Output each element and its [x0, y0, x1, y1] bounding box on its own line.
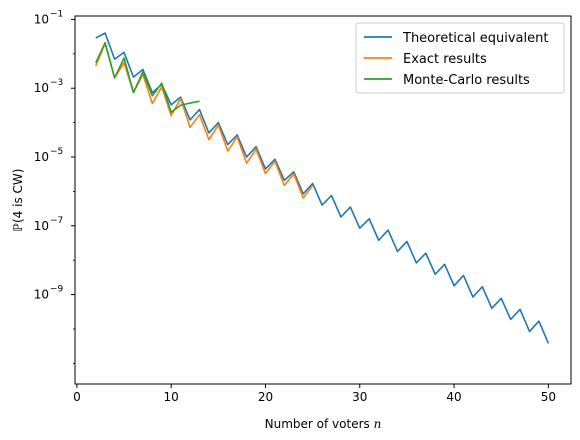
y-axis: 10−110−310−510−710−9	[34, 9, 75, 364]
legend: Theoretical equivalent Exact results Monte…	[355, 22, 565, 94]
y-tick-label: 10	[34, 12, 49, 26]
series-line-1	[95, 32, 550, 344]
y-tick-exponent: −7	[50, 216, 63, 226]
plot-frame	[74, 15, 572, 385]
legend-label-1: Theoretical equivalent	[402, 31, 548, 46]
legend-label-3: Monte-Carlo results	[403, 73, 530, 88]
legend-label-2: Exact results	[403, 52, 487, 67]
y-axis-label: ℙ(4 is CW)	[11, 169, 25, 232]
x-tick-label: 40	[446, 390, 461, 404]
legend-box	[355, 22, 565, 94]
series-line-3	[95, 41, 200, 114]
x-tick-label: 50	[541, 390, 556, 404]
x-tick-label: 0	[73, 390, 81, 404]
y-tick-exponent: −5	[50, 147, 63, 157]
y-tick-exponent: −1	[50, 9, 63, 19]
x-axis-label: Number of voters n	[265, 417, 382, 431]
x-tick-label: 20	[258, 390, 273, 404]
x-tick-label: 10	[164, 390, 179, 404]
plot-lines	[95, 32, 550, 344]
y-tick-label: 10	[34, 81, 49, 95]
y-tick-label: 10	[34, 288, 49, 302]
x-tick-label: 30	[352, 390, 367, 404]
y-tick-exponent: −3	[50, 78, 63, 88]
x-axis: 0 10 20 30 40 50	[73, 384, 556, 404]
y-tick-exponent: −9	[50, 285, 64, 295]
y-tick-label: 10	[34, 150, 49, 164]
y-tick-label: 10	[34, 219, 49, 233]
